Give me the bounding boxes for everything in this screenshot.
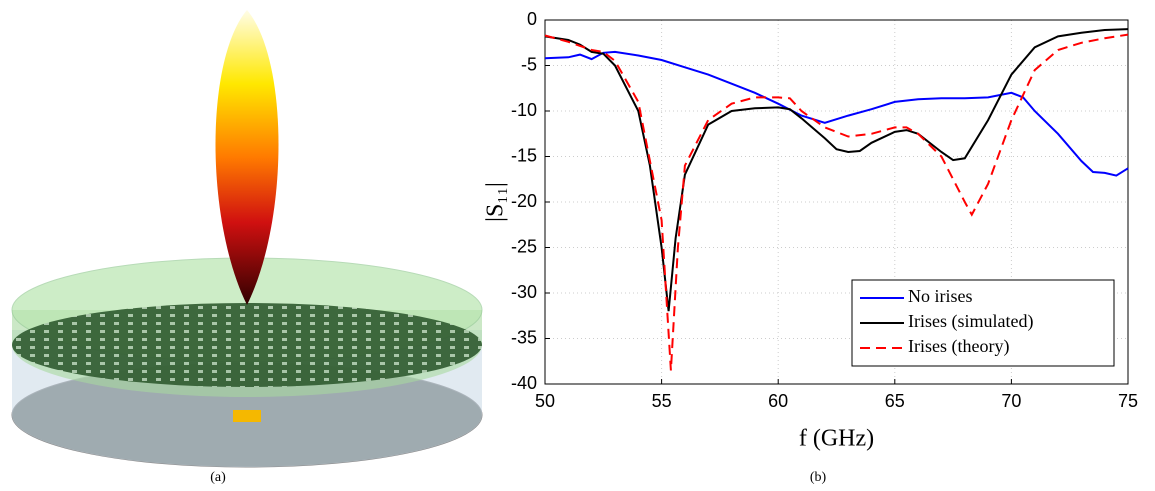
antenna-illustration: [11, 10, 483, 468]
x-axis-label: f (GHz): [799, 426, 874, 452]
y-tick-label: -35: [511, 327, 537, 347]
legend-label: No irises: [908, 286, 973, 306]
y-tick-label: -25: [511, 236, 537, 256]
x-tick-label: 65: [885, 391, 905, 411]
y-tick-label: -40: [511, 373, 537, 393]
chart: 50 55 60 65 70 75 -40 -35 -30 -25 -20 -15 -10 -5 0 f (G…: [483, 9, 1139, 452]
y-axis-label: |S₁₁|: [483, 182, 509, 222]
y-tick-label: -20: [511, 191, 537, 211]
x-tick-label: 50: [535, 391, 555, 411]
x-tick-label: 55: [652, 391, 672, 411]
x-tick-label: 60: [768, 391, 788, 411]
caption: (a): [210, 470, 226, 485]
x-tick-label: 70: [1001, 391, 1021, 411]
axes-frame: [544, 19, 1129, 385]
y-tick-label: -30: [511, 282, 537, 302]
caption: (b): [810, 470, 827, 485]
series-line: [544, 50, 1129, 177]
y-tick-label: -5: [521, 54, 537, 74]
y-tick-label: -10: [511, 100, 537, 120]
legend-label: Irises (theory): [908, 336, 1009, 357]
series-line: [544, 33, 1129, 371]
series-line: [544, 28, 1129, 312]
y-tick-label: -15: [511, 145, 537, 165]
legend-label: Irises (simulated): [908, 311, 1033, 332]
x-tick-label: 75: [1118, 391, 1138, 411]
y-tick-label: 0: [527, 9, 537, 29]
